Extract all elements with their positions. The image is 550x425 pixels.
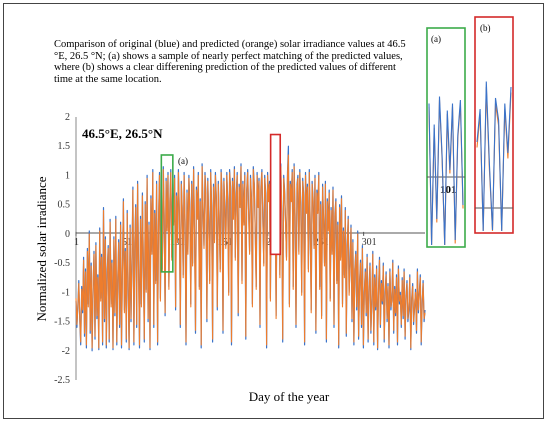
y-tick-label: 0.5 [58, 200, 71, 211]
inset-original-line [476, 81, 512, 232]
inset-original-line [428, 96, 464, 246]
predicted-series-line [75, 154, 426, 349]
location-label: 46.5°E, 26.5°N [82, 126, 163, 141]
inset-a-tick: 101 [440, 184, 457, 196]
x-tick-label: 301 [362, 237, 377, 248]
region-b-box [269, 133, 282, 256]
inset-b-series [476, 81, 512, 232]
series-lines [75, 145, 426, 352]
inset-a-label: (a) [431, 34, 441, 44]
region-a-box [160, 154, 174, 273]
y-tick-labels: 2 1.5 1 0.5 0 -0.5 -1 -1.5 -2 -2.5 [54, 112, 70, 386]
inset-a-frame [426, 27, 466, 248]
figure-caption: Comparison of original (blue) and predic… [54, 39, 406, 85]
inset-a: (a) 101 [426, 27, 466, 248]
highlight-regions [160, 133, 282, 273]
y-axis-title: Normalized solar irradiance [34, 176, 49, 321]
y-tick-label: 0 [65, 229, 70, 240]
y-tick-label: 2 [65, 112, 70, 123]
y-tick-label: -2.5 [54, 375, 70, 386]
y-tick-label: -0.5 [54, 258, 70, 269]
inset-b-label: (b) [480, 23, 491, 33]
y-tick-label: 1 [65, 170, 70, 181]
y-tick-label: 1.5 [58, 141, 71, 152]
x-axis-title: Day of the year [249, 389, 330, 404]
y-tick-label: -1.5 [54, 317, 70, 328]
region-a-label: (a) [178, 156, 188, 166]
y-tick-label: -2 [62, 346, 70, 357]
inset-b: (b) [474, 16, 514, 234]
x-tick-label: 1 [74, 237, 79, 248]
inset-a-series [428, 96, 464, 246]
y-tick-label: -1 [62, 287, 70, 298]
